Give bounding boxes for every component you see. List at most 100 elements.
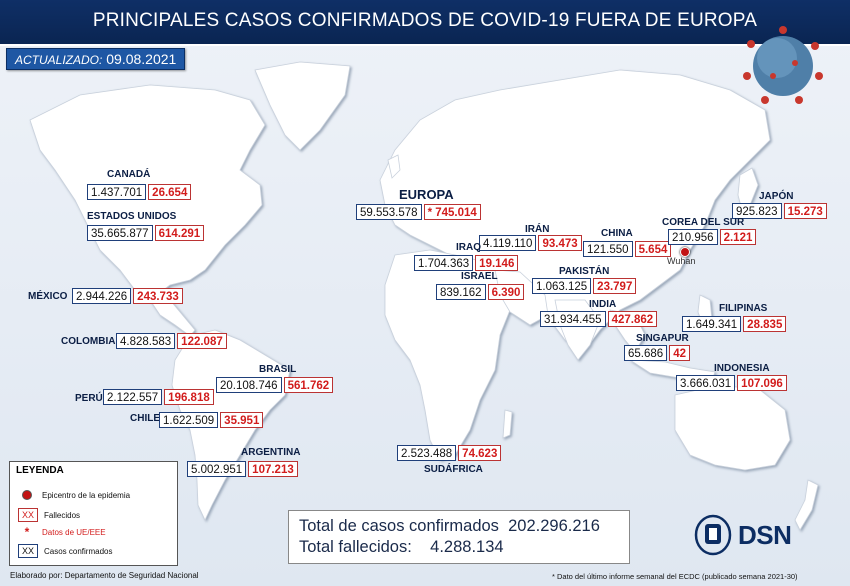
country-name-israel: ISRAEL <box>461 271 498 282</box>
legend: LEYENDA Epicentro de la epidemia XX Fall… <box>9 461 178 566</box>
deaths-europa: * 745.014 <box>423 204 481 220</box>
data-box-japon: 925.823 15.273 <box>732 203 827 219</box>
legend-row-deaths: XX Fallecidos <box>18 508 80 522</box>
country-name-brasil: BRASIL <box>259 364 297 375</box>
deaths-chile: 35.951 <box>220 412 264 428</box>
deaths-argentina: 107.213 <box>248 461 298 477</box>
data-box-filipinas: 1.649.341 28.835 <box>682 316 787 332</box>
confirmed-colombia: 4.828.583 <box>116 333 176 349</box>
deaths-brasil: 561.762 <box>283 377 334 393</box>
data-box-usa: 35.665.877 614.291 <box>87 225 205 241</box>
deaths-pakistan: 23.797 <box>593 278 637 294</box>
data-box-israel: 839.162 6.390 <box>436 284 525 300</box>
data-box-chile: 1.622.509 35.951 <box>159 412 264 428</box>
total-confirmed-value: 202.296.216 <box>508 517 600 535</box>
deaths-mexico: 243.733 <box>133 288 183 304</box>
legend-title: LEYENDA <box>16 465 64 476</box>
deaths-singapur: 42 <box>669 345 690 361</box>
eu-asterisk-icon: * <box>24 525 30 539</box>
country-name-canada: CANADÁ <box>107 169 151 180</box>
country-name-iran: IRÁN <box>525 224 550 235</box>
epicenter-marker-icon <box>680 247 690 257</box>
confirmed-swatch: XX <box>18 544 38 558</box>
country-name-india: INDIA <box>589 299 617 310</box>
data-box-india: 31.934.455 427.862 <box>540 311 658 327</box>
deaths-china: 5.654 <box>634 241 672 257</box>
coronavirus-icon <box>743 26 823 104</box>
country-name-filipinas: FILIPINAS <box>719 303 768 314</box>
data-box-corea-del-sur: 210.956 2.121 <box>668 229 757 245</box>
country-name-usa: ESTADOS UNIDOS <box>87 211 177 222</box>
total-deaths: Total fallecidos: 4.288.134 <box>299 538 504 557</box>
confirmed-mexico: 2.944.226 <box>72 288 132 304</box>
legend-row-eu: * Datos de UE/EEE <box>18 525 106 539</box>
footer-author: Elaborado por: Departamento de Seguridad… <box>10 571 199 580</box>
deaths-usa: 614.291 <box>154 225 205 241</box>
data-box-iran: 4.119.110 93.473 <box>479 235 582 251</box>
total-deaths-value: 4.288.134 <box>430 538 504 556</box>
country-name-europa: EUROPA <box>399 187 454 202</box>
dsn-logo: DSN <box>694 514 792 556</box>
data-box-china: 121.550 5.654 <box>583 241 672 257</box>
data-box-mexico: 2.944.226 243.733 <box>72 288 183 304</box>
deaths-corea-del-sur: 2.121 <box>719 229 757 245</box>
epicenter-dot-icon <box>18 489 36 501</box>
total-deaths-label: Total fallecidos: <box>299 538 412 556</box>
confirmed-filipinas: 1.649.341 <box>682 316 742 332</box>
epicenter-label: Wuhan <box>667 256 696 266</box>
confirmed-canada: 1.437.701 <box>87 184 147 200</box>
country-name-china: CHINA <box>601 228 633 239</box>
legend-deaths-label: Fallecidos <box>44 510 81 520</box>
data-box-argentina: 5.002.951 107.213 <box>187 461 298 477</box>
deaths-canada: 26.654 <box>148 184 192 200</box>
data-box-iraq: 1.704.363 19.146 <box>414 255 519 271</box>
deaths-colombia: 122.087 <box>177 333 227 349</box>
deaths-indonesia: 107.096 <box>737 375 787 391</box>
country-name-singapur: SINGAPUR <box>636 333 689 344</box>
title-bar <box>0 0 850 46</box>
legend-epicenter-label: Epicentro de la epidemia <box>42 490 131 500</box>
country-name-iraq: IRAQ <box>456 242 481 253</box>
dsn-logo-text: DSN <box>738 519 792 550</box>
deaths-india: 427.862 <box>607 311 658 327</box>
confirmed-iraq: 1.704.363 <box>414 255 474 271</box>
data-box-singapur: 65.686 42 <box>624 345 690 361</box>
total-confirmed: Total de casos confirmados 202.296.216 <box>299 517 600 536</box>
updated-badge: ACTUALIZADO: 09.08.2021 <box>6 48 186 70</box>
page-title: PRINCIPALES CASOS CONFIRMADOS DE COVID-1… <box>92 10 758 31</box>
legend-eu-label: Datos de UE/EEE <box>42 527 106 537</box>
country-name-mexico: MÉXICO <box>28 291 68 302</box>
confirmed-pakistan: 1.063.125 <box>532 278 592 294</box>
country-name-pakistan: PAKISTÁN <box>559 266 610 277</box>
data-box-peru: 2.122.557 196.818 <box>103 389 214 405</box>
confirmed-india: 31.934.455 <box>540 311 606 327</box>
deaths-japon: 15.273 <box>783 203 827 219</box>
deaths-swatch: XX <box>18 508 38 522</box>
country-name-corea-del-sur: COREA DEL SUR <box>662 217 745 228</box>
country-name-chile: CHILE <box>130 413 160 424</box>
data-box-canada: 1.437.701 26.654 <box>87 184 192 200</box>
confirmed-corea-del-sur: 210.956 <box>668 229 718 245</box>
totals-panel: Total de casos confirmados 202.296.216 T… <box>288 510 630 564</box>
deaths-iran: 93.473 <box>538 235 582 251</box>
deaths-iraq: 19.146 <box>475 255 519 271</box>
confirmed-israel: 839.162 <box>436 284 486 300</box>
country-name-colombia: COLOMBIA <box>61 336 116 347</box>
confirmed-indonesia: 3.666.031 <box>676 375 736 391</box>
deaths-filipinas: 28.835 <box>743 316 787 332</box>
data-box-europa: 59.553.578 * 745.014 <box>356 204 481 220</box>
country-name-sudafrica: SUDÁFRICA <box>424 464 483 475</box>
data-box-colombia: 4.828.583 122.087 <box>116 333 227 349</box>
coat-of-arms-icon <box>694 514 732 556</box>
deaths-peru: 196.818 <box>164 389 214 405</box>
confirmed-brasil: 20.108.746 <box>216 377 282 393</box>
updated-label: ACTUALIZADO: <box>15 53 103 67</box>
data-box-pakistan: 1.063.125 23.797 <box>532 278 637 294</box>
legend-row-epicenter: Epicentro de la epidemia <box>18 489 130 501</box>
confirmed-japon: 925.823 <box>732 203 782 219</box>
country-name-indonesia: INDONESIA <box>714 363 770 374</box>
deaths-sudafrica: 74.623 <box>458 445 502 461</box>
total-confirmed-label: Total de casos confirmados <box>299 517 499 535</box>
deaths-israel: 6.390 <box>487 284 525 300</box>
legend-row-confirmed: XX Casos confirmados <box>18 544 112 558</box>
